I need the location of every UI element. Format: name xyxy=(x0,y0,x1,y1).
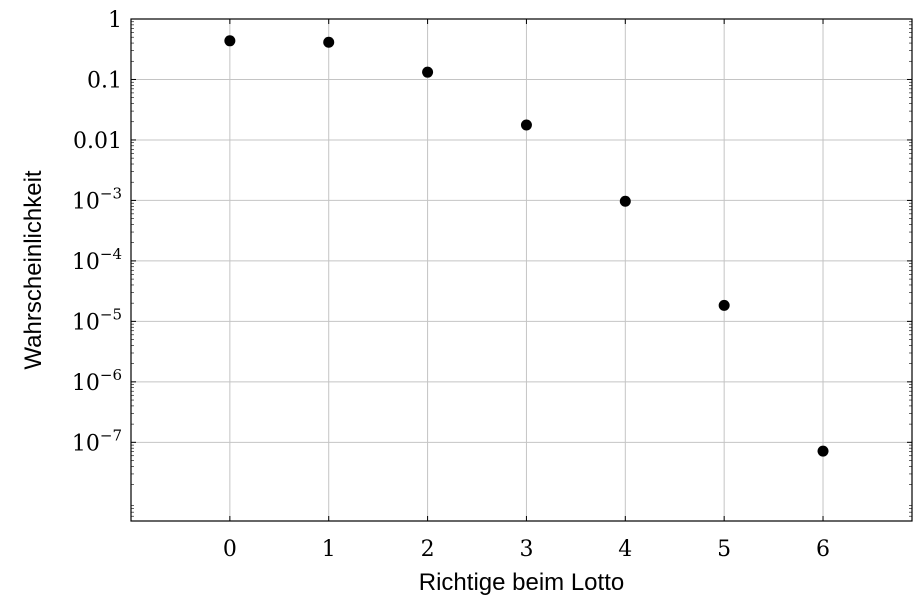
x-tick-label: 5 xyxy=(717,537,731,562)
data-point xyxy=(719,300,730,311)
y-tick-label: 0.1 xyxy=(87,68,122,93)
y-tick-label: 10−6 xyxy=(72,366,122,396)
y-tick-label: 10−4 xyxy=(72,245,122,275)
y-tick-label: 1 xyxy=(108,8,122,33)
y-tick-base: 0.01 xyxy=(73,129,122,154)
y-axis-label: Wahrscheinlichkeit xyxy=(20,170,47,370)
y-tick-base: 10 xyxy=(72,250,100,275)
y-tick-exponent: −5 xyxy=(100,305,122,323)
x-tick-label: 6 xyxy=(816,537,830,562)
y-tick-exponent: −4 xyxy=(100,245,122,263)
x-tick-label: 3 xyxy=(519,537,533,562)
x-tick-label: 0 xyxy=(223,537,237,562)
y-tick-base: 10 xyxy=(72,310,100,335)
data-point xyxy=(224,35,235,46)
y-tick-base: 1 xyxy=(108,8,122,33)
x-tick-label: 1 xyxy=(322,537,336,562)
data-point xyxy=(323,37,334,48)
x-tick-label: 2 xyxy=(421,537,435,562)
y-tick-exponent: −6 xyxy=(100,366,122,384)
x-tick-label: 4 xyxy=(618,537,632,562)
y-tick-label: 10−7 xyxy=(72,426,122,456)
y-tick-exponent: −7 xyxy=(100,426,122,444)
data-point xyxy=(818,446,829,457)
y-tick-base: 10 xyxy=(72,431,100,456)
y-tick-label: 0.01 xyxy=(73,129,122,154)
y-tick-base: 0.1 xyxy=(87,68,122,93)
x-axis-label: Richtige beim Lotto xyxy=(419,569,624,596)
data-point xyxy=(620,196,631,207)
data-point xyxy=(422,67,433,78)
y-tick-exponent: −3 xyxy=(100,184,122,202)
plot-frame xyxy=(131,19,912,521)
y-tick-base: 10 xyxy=(72,371,100,396)
y-tick-base: 10 xyxy=(72,189,100,214)
data-point xyxy=(521,119,532,130)
y-tick-label: 10−3 xyxy=(72,184,122,214)
grid xyxy=(131,19,912,521)
y-tick-label: 10−5 xyxy=(72,305,122,335)
